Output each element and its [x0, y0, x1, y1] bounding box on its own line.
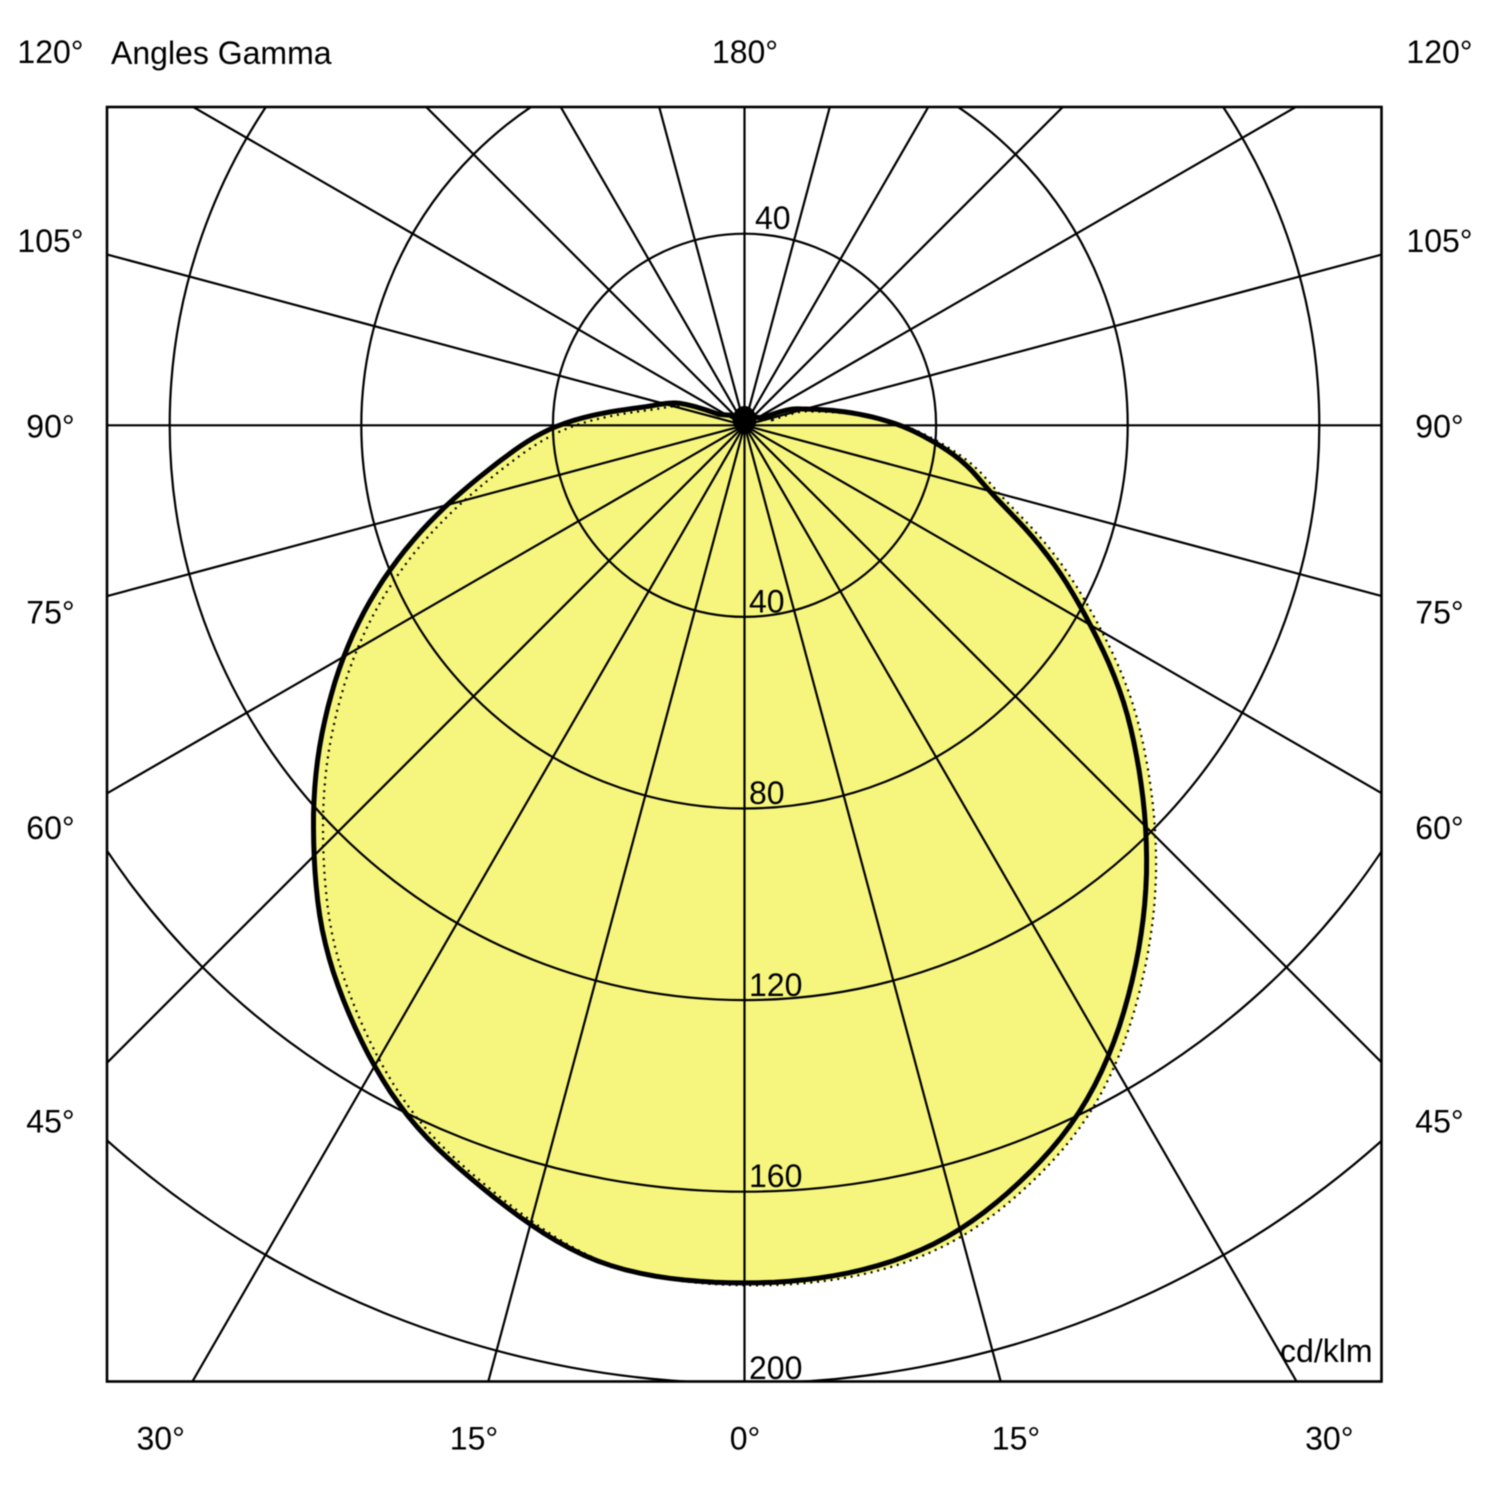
svg-text:120°: 120°: [1406, 34, 1472, 70]
svg-text:160: 160: [749, 1158, 802, 1194]
svg-text:0°: 0°: [730, 1421, 761, 1457]
svg-text:15°: 15°: [450, 1421, 498, 1457]
svg-text:75°: 75°: [1415, 595, 1463, 631]
svg-text:45°: 45°: [1415, 1104, 1463, 1140]
svg-text:30°: 30°: [1305, 1421, 1353, 1457]
svg-text:105°: 105°: [17, 223, 83, 259]
svg-text:90°: 90°: [1415, 408, 1463, 444]
svg-text:Angles Gamma: Angles Gamma: [111, 35, 332, 71]
svg-text:120°: 120°: [17, 34, 83, 70]
svg-text:40: 40: [749, 584, 785, 620]
svg-text:80: 80: [749, 775, 785, 811]
svg-text:60°: 60°: [1415, 810, 1463, 846]
svg-text:75°: 75°: [26, 595, 74, 631]
svg-text:15°: 15°: [992, 1421, 1040, 1457]
svg-text:40: 40: [755, 200, 791, 236]
svg-text:90°: 90°: [26, 408, 74, 444]
svg-text:120: 120: [749, 967, 802, 1003]
svg-text:45°: 45°: [26, 1104, 74, 1140]
svg-text:cd/klm: cd/klm: [1280, 1333, 1372, 1369]
svg-text:105°: 105°: [1406, 223, 1472, 259]
svg-text:180°: 180°: [712, 34, 778, 70]
svg-text:30°: 30°: [137, 1421, 185, 1457]
svg-text:200: 200: [749, 1350, 802, 1386]
svg-text:60°: 60°: [26, 810, 74, 846]
